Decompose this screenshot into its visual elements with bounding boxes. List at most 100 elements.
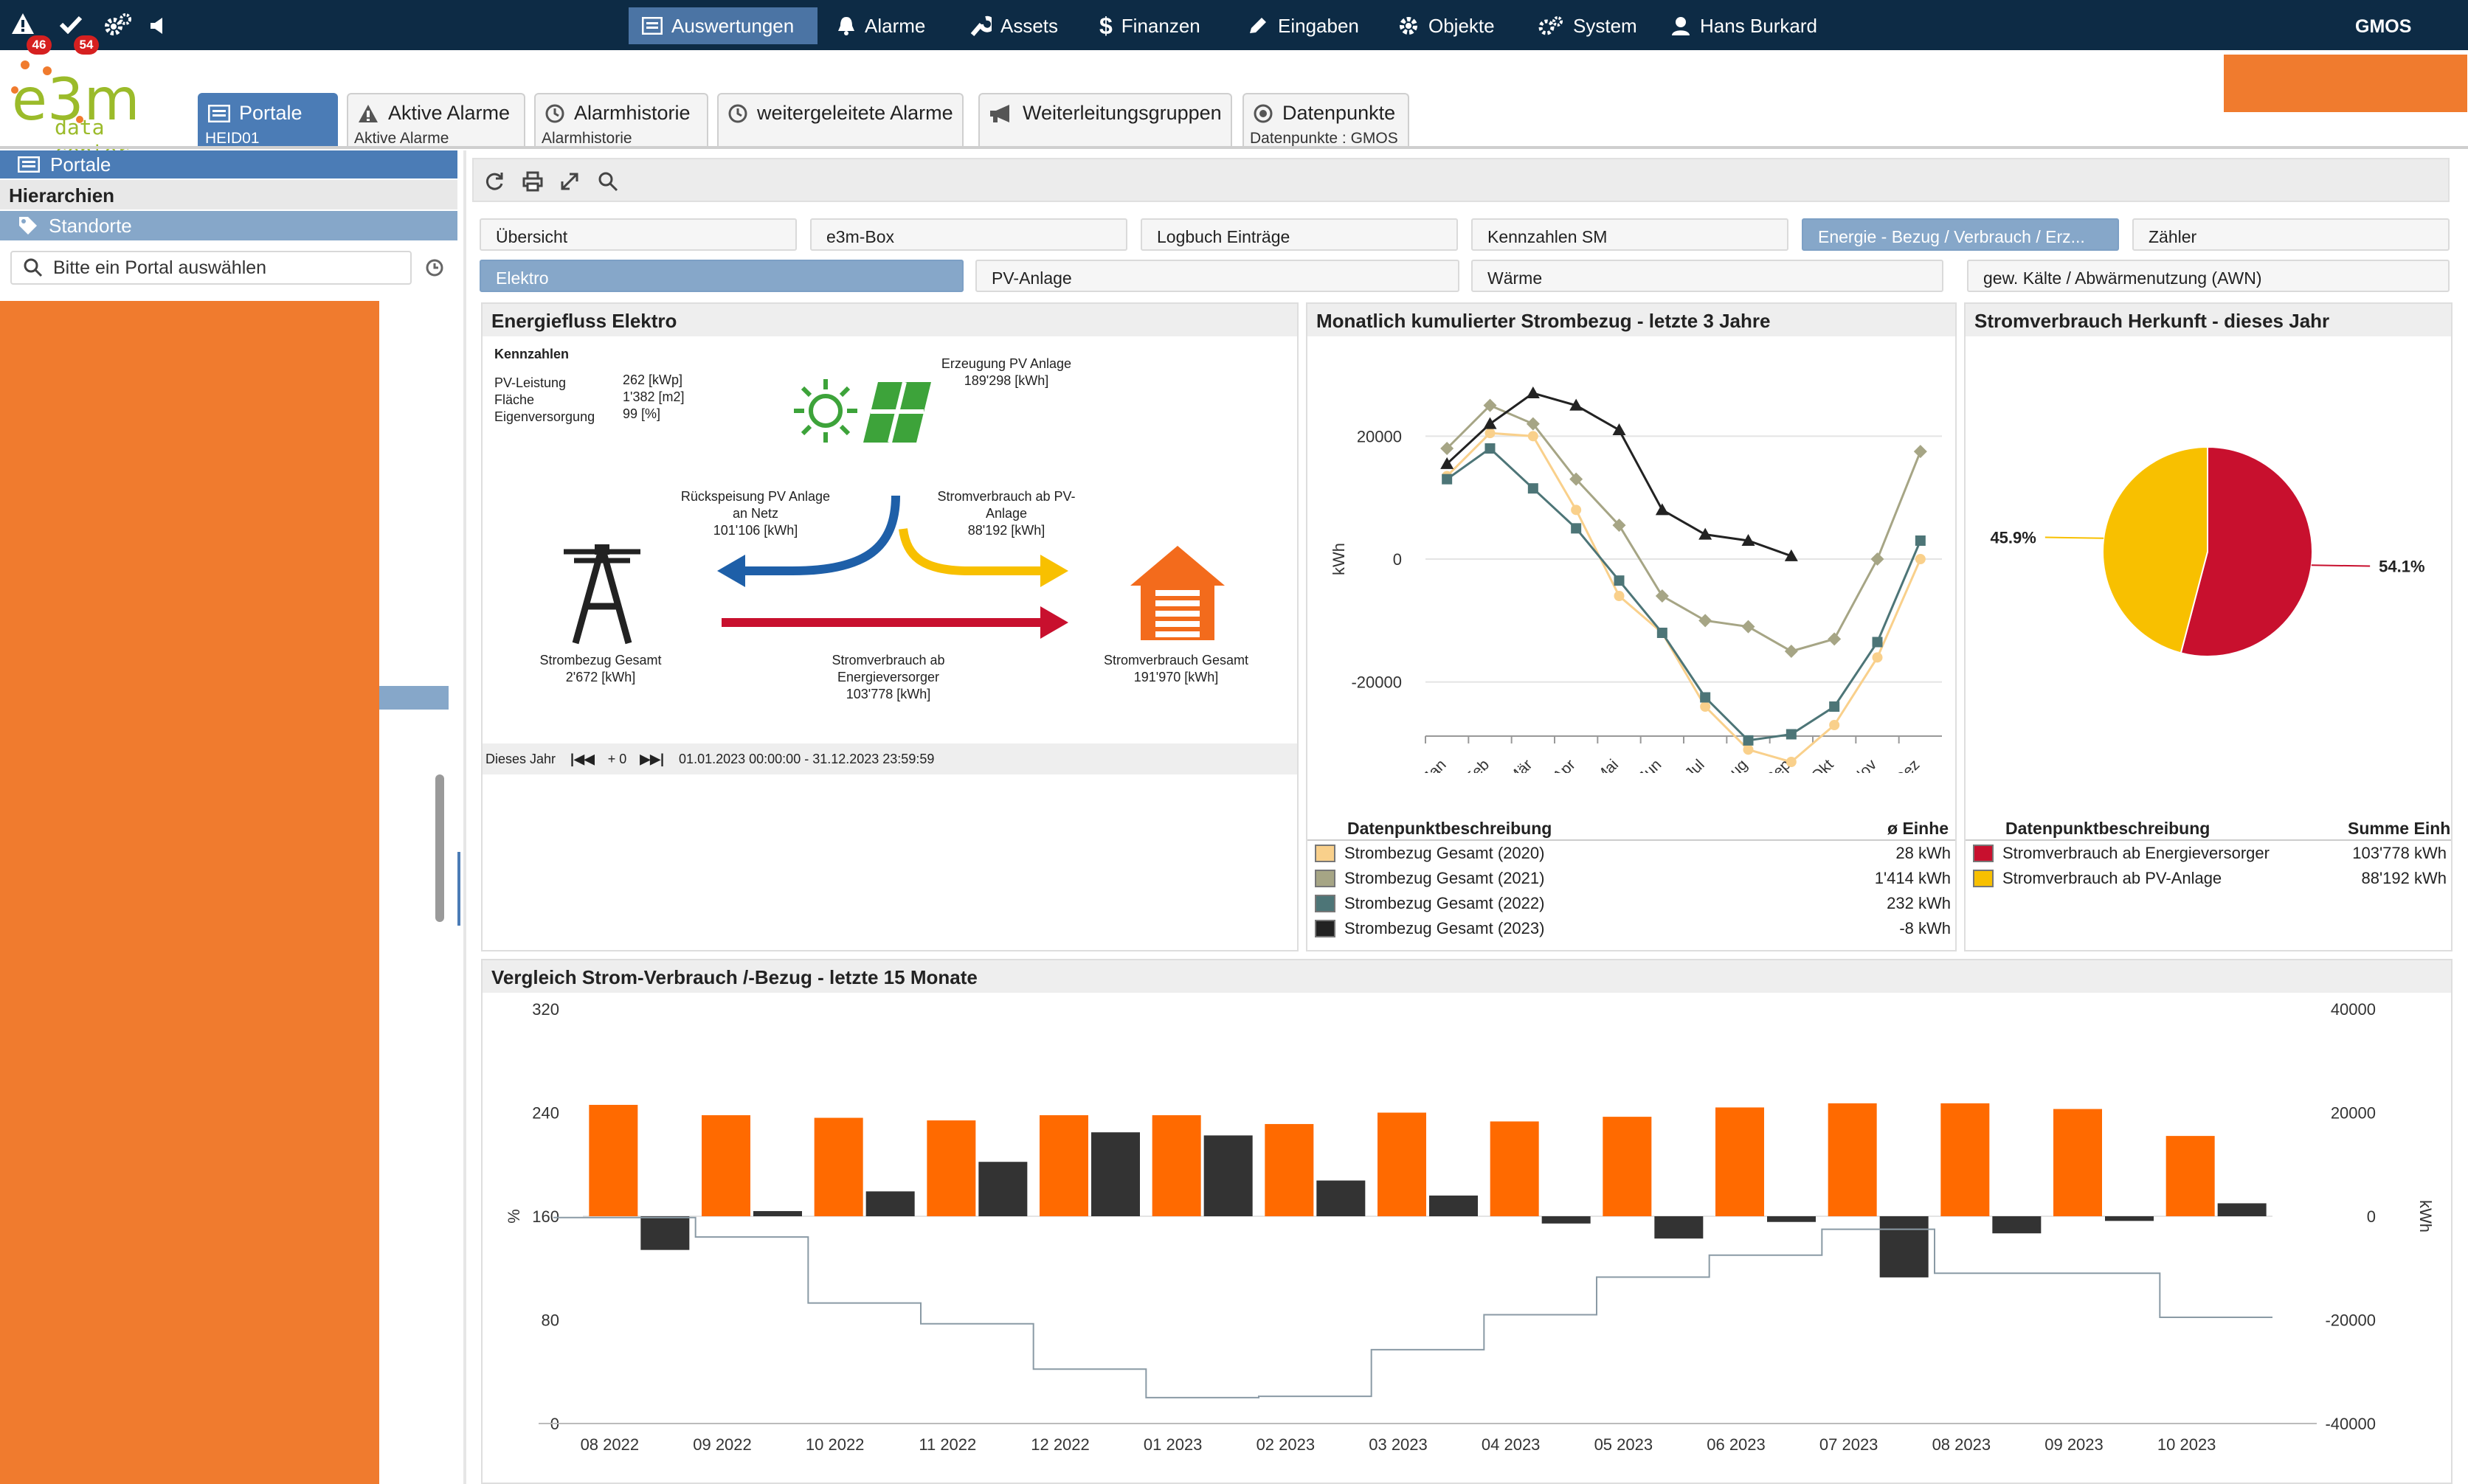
y-right-tick-label: -40000 [2325,1415,2376,1433]
x-tick-label: 09 2022 [693,1435,752,1454]
tab-aktive-alarme[interactable]: Aktive Alarme Aktive Alarme [347,93,525,147]
table-row: Strombezug Gesamt (2020) 28 kWh [1315,844,1951,863]
sidebar-item-portale[interactable]: Portale [0,150,457,178]
target-icon [1254,104,1273,122]
caption-value: 2'672 [kWh] [565,670,636,684]
bezug-bar [1429,1195,1478,1216]
caption-value: 88'192 [kWh] [967,523,1045,538]
list-icon [642,17,663,35]
sidebar-item-standorte[interactable]: Standorte [0,211,457,240]
kennzahl-value: 99 [%] [623,406,661,421]
bezug-bar [1767,1216,1816,1222]
tab-sublabel: HEID01 [205,130,260,147]
data-point [1743,744,1754,755]
nav-auswertungen[interactable]: Auswertungen [629,7,818,44]
subtab-kaelte[interactable]: gew. Kälte / Abwärmenutzung (AWN) [1967,260,2450,292]
x-tick-label: Apr [1549,756,1578,773]
series-line [1446,431,1922,763]
nav-label: Objekte [1428,14,1495,37]
tab-label: weitergeleitete Alarme [757,102,953,124]
y-right-tick-label: 40000 [2331,1000,2376,1019]
caption-label: Stromverbrauch ab PV- [937,489,1076,504]
subtab-logbuch[interactable]: Logbuch Einträge [1141,218,1458,251]
x-tick-label: 04 2023 [1482,1435,1541,1454]
nav-user[interactable]: Hans Burkard [1657,7,1831,44]
erzeugung-caption: Erzeugung PV Anlage 189'298 [kWh] [896,356,1117,389]
period-last-button[interactable]: ▶▶| [640,751,665,766]
data-point [1571,505,1582,516]
print-icon[interactable] [522,171,543,192]
tab-alarmhistorie[interactable]: Alarmhistorie Alarmhistorie [534,93,708,147]
x-tick-label: 11 2022 [919,1435,976,1454]
alert-icon[interactable] [10,12,35,35]
subtab-zaehler[interactable]: Zähler [2132,218,2450,251]
period-offset[interactable]: + 0 [607,751,627,766]
period-first-button[interactable]: |◀◀ [570,751,595,766]
rueckspeisung-caption: Rückspeisung PV Anlage an Netz 101'106 [… [645,488,866,539]
kennzahl-label: PV-Leistung [494,375,567,390]
nav-system[interactable]: System [1524,7,1650,44]
nav-objekte[interactable]: Objekte [1384,7,1508,44]
series-line [1446,447,1922,742]
row-name: Stromverbrauch ab Energieversorger [2002,844,2270,862]
gears-icon[interactable] [103,12,133,38]
y-right-tick-label: 0 [2367,1207,2376,1226]
portal-search-field[interactable]: Bitte ein Portal auswählen [10,251,412,285]
energiefluss-panel: Energiefluss Elektro Kennzahlen PV-Leist… [481,302,1299,951]
y-left-tick-label: 320 [532,1000,559,1019]
nav-eingaben[interactable]: Eingaben [1234,7,1372,44]
data-point [1828,632,1842,646]
building-icon [1130,546,1225,640]
splitter-handle[interactable] [457,852,460,926]
kennzahl-value: 262 [kWp] [623,372,683,387]
tab-weitergeleitete-alarme[interactable]: weitergeleitete Alarme [717,93,964,146]
data-point [1698,527,1712,540]
table-row: Strombezug Gesamt (2021) 1'414 kWh [1315,869,1951,888]
subtab-pv-anlage[interactable]: PV-Anlage [975,260,1459,292]
legend-swatch [1973,870,1994,887]
row-name: Strombezug Gesamt (2021) [1344,869,1545,887]
sidebar-scrollbar[interactable] [435,774,444,922]
verbrauch-bar [1715,1107,1764,1216]
nav-assets[interactable]: Assets [956,7,1071,44]
nav-alarme[interactable]: Alarme [823,7,939,44]
clear-filter-icon[interactable] [425,258,444,277]
subtab-elektro[interactable]: Elektro [480,260,964,292]
data-point [1655,589,1669,603]
vergleich-panel: Vergleich Strom-Verbrauch /-Bezug - letz… [481,959,2453,1484]
data-point [1483,417,1497,429]
check-icon[interactable] [59,15,83,34]
tab-datenpunkte[interactable]: Datenpunkte Datenpunkte : GMOS [1242,93,1409,147]
subtab-kennzahlen-sm[interactable]: Kennzahlen SM [1471,218,1788,251]
x-tick-label: Mai [1592,756,1622,773]
tab-weiterleitungsgruppen[interactable]: Weiterleitungsgruppen [978,93,1232,146]
tab-sublabel: Alarmhistorie [542,130,632,147]
kennzahl-label: Fläche [494,392,535,407]
x-tick-label: 07 2023 [1819,1435,1878,1454]
expand-icon[interactable] [559,171,580,192]
subtab-energie[interactable]: Energie - Bezug / Verbrauch / Erz... [1802,218,2119,251]
data-point [1614,575,1625,586]
tab-portale[interactable]: Portale HEID01 [198,93,338,147]
refresh-icon[interactable] [484,171,505,192]
data-point [1786,729,1797,740]
subtab-uebersicht[interactable]: Übersicht [480,218,797,251]
speaker-icon[interactable] [149,16,165,35]
bezug-bar [2105,1216,2154,1221]
herkunft-panel: Stromverbrauch Herkunft - dieses Jahr 54… [1964,302,2453,951]
subtab-e3m-box[interactable]: e3m-Box [810,218,1127,251]
tab-divider [0,146,2468,149]
caption-label: an Netz [732,506,779,521]
search-icon[interactable] [598,171,618,192]
pv-verbrauch-caption: Stromverbrauch ab PV- Anlage 88'192 [kWh… [896,488,1117,539]
pie-data-label: 45.9% [1990,528,2036,547]
verbrauch-bar [1828,1103,1877,1216]
panel-title: Energiefluss Elektro [483,304,1297,336]
bezug-bar [1654,1216,1704,1239]
sidebar-item-hierarchien[interactable]: Hierarchien [0,180,457,209]
nav-finanzen[interactable]: $ Finanzen [1086,7,1214,44]
energieversorger-caption: Stromverbrauch ab Energieversorger 103'7… [778,652,999,703]
data-point [1526,417,1540,431]
subtab-waerme[interactable]: Wärme [1471,260,1943,292]
